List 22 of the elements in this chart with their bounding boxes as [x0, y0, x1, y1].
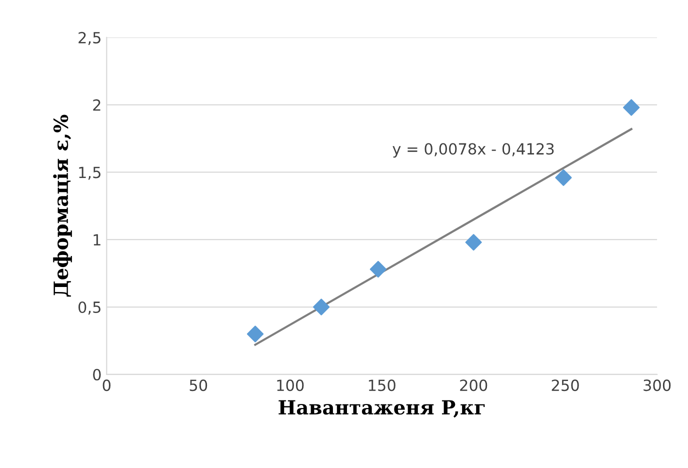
- y-tick-label: 2: [93, 99, 100, 111]
- point: [246, 326, 264, 342]
- x-axis-title: Навантаженя P,кг: [278, 400, 485, 418]
- x-tick-label: 50: [190, 380, 208, 392]
- x-tick-label: 150: [368, 380, 396, 392]
- y-tick-label: 2,5: [78, 32, 100, 46]
- annotation: y = 0,0078x - 0,4123: [392, 143, 554, 158]
- x-tick-label: 100: [277, 380, 304, 392]
- x-tick-label: 300: [644, 380, 671, 392]
- point: [370, 260, 386, 278]
- x-tick-label: 0: [102, 380, 110, 392]
- y-axis-title: Деформація ε,%: [53, 114, 72, 297]
- point: [623, 99, 640, 116]
- point: [465, 234, 482, 251]
- x-tick-label: 200: [460, 380, 488, 392]
- y-tick-label: 0,5: [78, 301, 100, 315]
- y-tick-label: 1: [94, 234, 100, 246]
- point: [555, 169, 572, 186]
- y-tick-label: 0: [93, 368, 101, 380]
- y-tick-label: 1,5: [79, 166, 100, 180]
- point: [312, 298, 330, 316]
- x-tick-label: 250: [552, 380, 579, 392]
